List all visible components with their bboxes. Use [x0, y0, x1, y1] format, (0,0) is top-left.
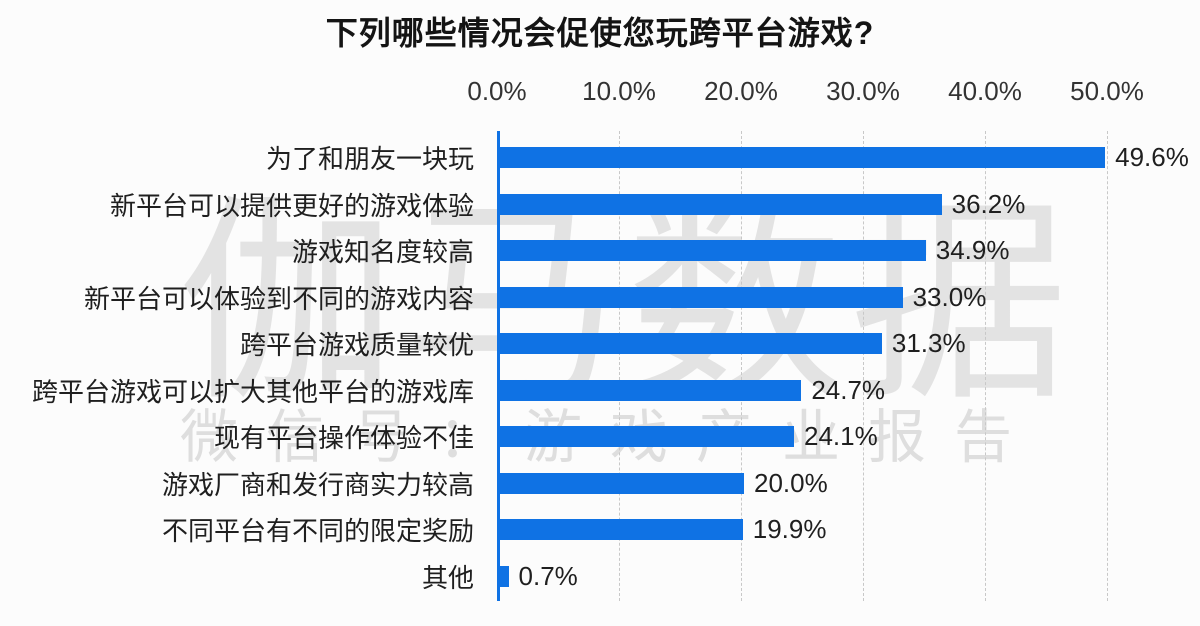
bar	[500, 472, 744, 494]
bar-value-label: 19.9%	[752, 514, 827, 545]
gridline	[863, 131, 864, 601]
plot-area: 49.6% 36.2% 34.9% 33.0% 31.3% 24.7% 24.1% 20.0%…	[497, 131, 1197, 601]
gridline	[985, 131, 986, 601]
category-label: 为了和朋友一块玩	[265, 144, 474, 175]
bar-row: 0.7%	[500, 553, 1197, 600]
category-label: 现有平台操作体验不佳	[213, 423, 474, 454]
category-label: 其他	[421, 562, 474, 593]
bar	[500, 379, 802, 401]
bar-row: 49.6%	[500, 135, 1197, 182]
gridline	[741, 131, 742, 601]
x-tick-label: 30.0%	[826, 76, 900, 106]
chart-title: 下列哪些情况会促使您玩跨平台游戏?	[325, 15, 875, 51]
bar-row: 24.7%	[500, 367, 1197, 414]
bar-value-label: 20.0%	[754, 467, 828, 498]
category-label: 新平台可以体验到不同的游戏内容	[83, 283, 474, 314]
gridline	[1107, 131, 1108, 601]
category-label: 游戏厂商和发行商实力较高	[161, 469, 474, 500]
bar-value-label: 24.7%	[811, 374, 886, 405]
x-tick-label: 20.0%	[704, 76, 778, 106]
bar	[500, 565, 509, 587]
y-axis-line	[497, 131, 500, 601]
bar	[500, 193, 942, 215]
x-tick-label: 40.0%	[948, 76, 1022, 106]
bar	[500, 286, 903, 308]
bar-row: 20.0%	[500, 460, 1197, 507]
bar	[500, 240, 926, 262]
bar-row: 34.9%	[500, 228, 1197, 275]
category-label-column: 为了和朋友一块玩新平台可以提供更好的游戏体验游戏知名度较高新平台可以体验到不同的…	[0, 135, 486, 600]
category-label: 不同平台有不同的限定奖励	[161, 516, 474, 547]
x-tick-label: 0.0%	[467, 76, 527, 106]
bar-row: 36.2%	[500, 181, 1197, 228]
bar	[500, 426, 795, 448]
bar-row: 33.0%	[500, 274, 1197, 321]
category-label: 跨平台游戏可以扩大其他平台的游戏库	[31, 376, 474, 407]
bar-value-label: 24.1%	[804, 421, 878, 452]
x-tick-label: 50.0%	[1070, 76, 1144, 106]
bar-row: 19.9%	[500, 507, 1197, 554]
category-label: 新平台可以提供更好的游戏体验	[109, 190, 474, 221]
bar	[500, 147, 1106, 169]
bar-value-label: 0.7%	[518, 560, 578, 591]
bar	[500, 333, 882, 355]
category-label: 跨平台游戏质量较优	[239, 330, 474, 361]
bar-value-label: 31.3%	[891, 328, 966, 359]
bar-value-label: 33.0%	[912, 281, 987, 312]
bar-value-label: 36.2%	[951, 188, 1026, 219]
gridline	[619, 131, 620, 601]
bar-value-label: 49.6%	[1115, 142, 1189, 173]
x-tick-label: 10.0%	[582, 76, 656, 106]
bar-row: 31.3%	[500, 321, 1197, 368]
bar-row: 24.1%	[500, 414, 1197, 461]
bar	[500, 519, 743, 541]
category-label: 游戏知名度较高	[291, 237, 474, 268]
bar-value-label: 34.9%	[935, 235, 1010, 266]
bar-row-group: 49.6% 36.2% 34.9% 33.0% 31.3% 24.7% 24.1% 20.0%…	[500, 135, 1197, 600]
